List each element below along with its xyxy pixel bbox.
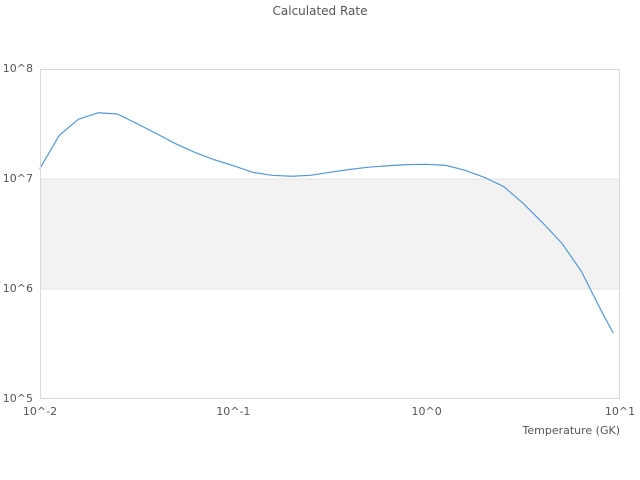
y-tick-label: 10^6 — [2, 282, 33, 295]
y-tick-label: 10^8 — [2, 62, 33, 75]
x-axis-label: Temperature (GK) — [522, 424, 621, 437]
y-tick-label: 10^7 — [2, 172, 33, 185]
x-tick-label: 10^-1 — [216, 405, 251, 418]
highlight-band — [40, 179, 620, 289]
x-tick-label: 10^-2 — [22, 405, 58, 418]
chart-title: Calculated Rate — [272, 4, 368, 18]
plot-border — [40, 69, 620, 399]
rate-curve — [39, 112, 614, 334]
y-tick-label: 10^5 — [2, 392, 33, 405]
x-tick-label: 10^0 — [411, 405, 442, 418]
x-tick-label: 10^1 — [604, 405, 636, 418]
